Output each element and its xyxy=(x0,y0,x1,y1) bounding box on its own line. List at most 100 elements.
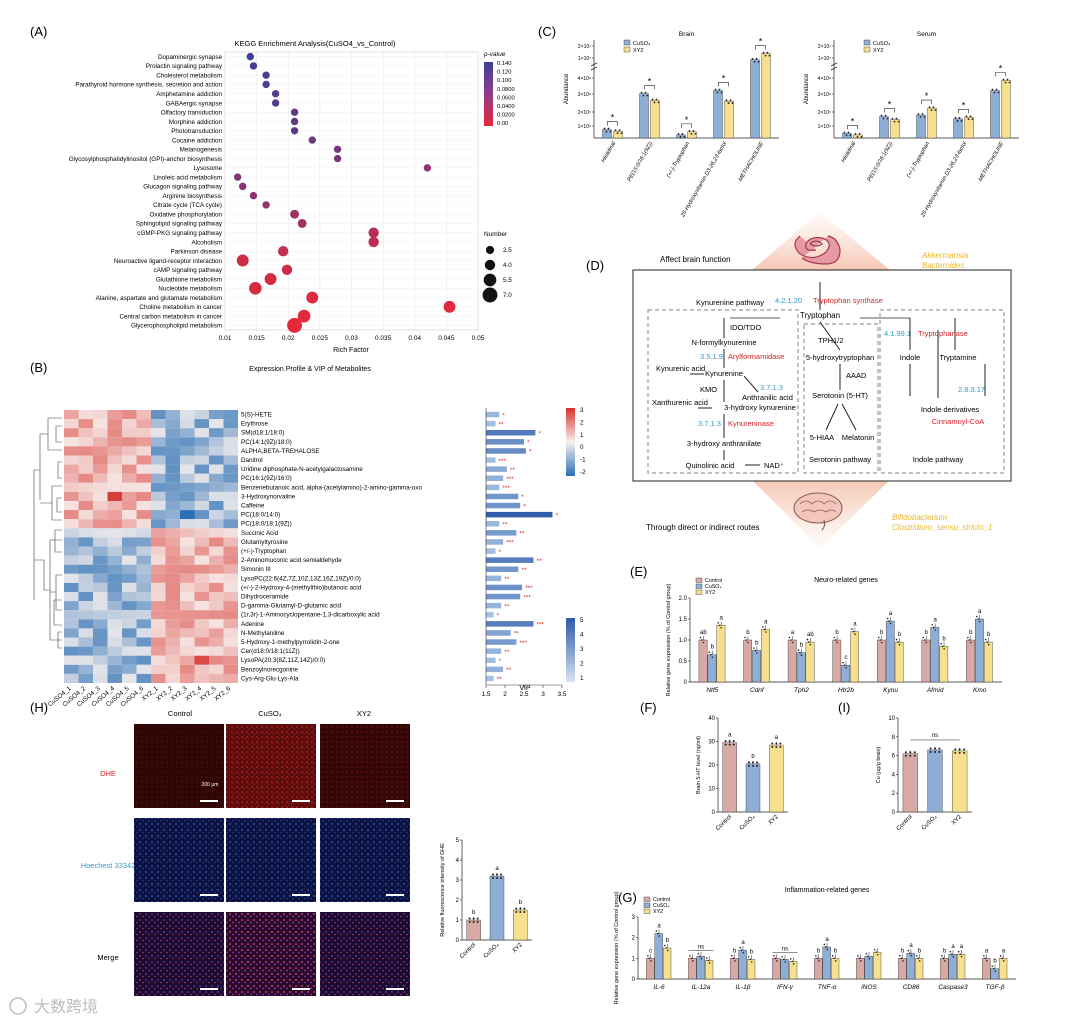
heat-cell xyxy=(194,601,209,611)
heat-cell xyxy=(209,491,224,501)
c-bar-cuso4 xyxy=(602,129,612,139)
heat-cell xyxy=(194,419,209,429)
vip-sig: ** xyxy=(510,467,516,474)
heat-cell xyxy=(93,464,108,474)
heat-cell xyxy=(122,655,137,665)
pathway-frame xyxy=(632,269,1012,482)
c-bar-cuso4 xyxy=(713,90,723,139)
heat-cell xyxy=(151,546,166,556)
gene-bar xyxy=(761,629,770,683)
heat-cell xyxy=(136,546,151,556)
enzyme-tryptophan-synthase: Tryptophan synthase xyxy=(813,296,883,305)
a-pvalue-tick: 0.00 xyxy=(497,121,508,127)
node-nad: NAD⁺ xyxy=(764,461,784,470)
ylabel: Relative gene expression (% of Control g… xyxy=(666,583,672,696)
a-pathway-dot xyxy=(277,246,289,257)
gene-bar xyxy=(698,639,708,683)
heat-cell xyxy=(209,582,224,592)
serotonin-box xyxy=(803,323,879,474)
heat-cell xyxy=(78,619,93,629)
heat-cell xyxy=(209,428,224,438)
heat-cell xyxy=(136,455,151,465)
heat-cell xyxy=(151,491,166,501)
heat-cell xyxy=(223,419,238,429)
metabolite-label: PC(14:1(9Z)/18:0) xyxy=(241,439,292,446)
metabolite-label: (1r,3r)-1-Aminocyclopentane-1,3-dicarbox… xyxy=(241,612,380,619)
sig-letter: b xyxy=(666,938,670,944)
a-pathway-dot xyxy=(333,145,342,153)
heat-cell xyxy=(209,628,224,638)
heat-cell xyxy=(93,555,108,565)
heat-cell xyxy=(165,473,180,483)
heat-cell xyxy=(64,546,79,556)
ec-3-7-1-3-b: 3.7.1.3 xyxy=(698,419,721,428)
heat-cell xyxy=(107,646,122,656)
a-pathway-label: Parkinson disease xyxy=(171,249,223,256)
c-title: Serum xyxy=(917,31,936,38)
heat-cell xyxy=(223,537,238,547)
heat-cell xyxy=(165,582,180,592)
bacteria-bottom-1: Bifidobacterium xyxy=(892,513,947,522)
heat-cell xyxy=(165,428,180,438)
img-merge-cuso4 xyxy=(226,912,316,996)
heat-cell xyxy=(209,546,224,556)
a-pathway-dot xyxy=(281,264,293,275)
gene-label: TNF-α xyxy=(818,984,837,991)
a-pvalue-tick: 0.140 xyxy=(497,61,512,67)
heat-cell xyxy=(209,655,224,665)
node-kynurenine: Kynurenine xyxy=(705,369,743,378)
ytick: 2.0 xyxy=(679,596,688,602)
a-pathway-dot xyxy=(368,236,379,248)
heat-cell xyxy=(122,537,137,547)
heat-cell xyxy=(122,564,137,574)
heat-cell xyxy=(78,664,93,674)
c-title: Brain xyxy=(679,31,695,38)
panel-label-g: (G) xyxy=(618,890,637,905)
panel-i-cu: 0 2 4 6 8 10 Cu (μg/g brain) Control CuSO₄ XY2 ns xyxy=(876,716,972,832)
a-pathway-label: Choline metabolism in cancer xyxy=(139,304,222,311)
heat-cell xyxy=(122,546,137,556)
heat-cell xyxy=(151,419,166,429)
heat-cell xyxy=(209,592,224,602)
heat-cell xyxy=(165,528,180,538)
sig-letter: b xyxy=(835,630,839,636)
a-xtick-label: 0.035 xyxy=(375,335,392,342)
a-pathway-label: Prolactin signaling pathway xyxy=(146,63,223,70)
vip-bar xyxy=(486,557,534,563)
heat-cell xyxy=(64,628,79,638)
heat-cell xyxy=(122,455,137,465)
heat-cell xyxy=(78,464,93,474)
heat-cell xyxy=(194,628,209,638)
panel-g-inflammation-genes: Inflammation-related genes 0 1 2 3 Relative g… xyxy=(614,887,1016,1004)
ns-label: ns xyxy=(782,946,788,952)
heat-cell xyxy=(180,519,195,529)
metabolite-label: Benzenebutanoic acid, alpha-(acetylamino… xyxy=(241,484,422,491)
a-pathway-dot xyxy=(262,80,270,89)
vip-bar xyxy=(486,539,504,545)
category-label: CuSO₄ xyxy=(739,814,757,832)
sig-letter: b xyxy=(750,949,754,955)
heat-cell xyxy=(107,610,122,620)
heat-cell xyxy=(165,491,180,501)
ylabel: Cu (μg/g brain) xyxy=(876,746,882,783)
heat-cell xyxy=(223,673,238,683)
heat-cell xyxy=(107,637,122,647)
watermark-logo-icon xyxy=(9,997,27,1015)
metabolite-label: 2-Aminomuconic acid semialdehyde xyxy=(241,557,342,564)
heat-cell xyxy=(93,491,108,501)
heat-cell xyxy=(122,601,137,611)
panel-f-5ht: 0 10 20 30 40 Brain 5-HT level (ng/ml) a Contro… xyxy=(696,716,788,832)
bar xyxy=(489,875,505,941)
ytick: 1 xyxy=(456,918,460,924)
heat-cell xyxy=(209,646,224,656)
heat-cell xyxy=(180,573,195,583)
legend-label: Control xyxy=(653,897,670,903)
heat-cell xyxy=(122,673,137,683)
heat-cell xyxy=(64,528,79,538)
heat-cell xyxy=(136,673,151,683)
sig-letter: a xyxy=(889,611,893,617)
vip-xtick: 2 xyxy=(503,691,507,698)
vip-sig: *** xyxy=(525,585,533,592)
gene-bar xyxy=(730,958,739,980)
a-xtick-label: 0.02 xyxy=(282,335,295,342)
